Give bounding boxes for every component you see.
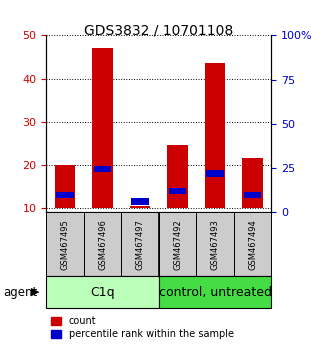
Text: GSM467497: GSM467497 (136, 219, 145, 270)
Text: GDS3832 / 10701108: GDS3832 / 10701108 (84, 23, 233, 37)
Bar (207, 170, 224, 177)
Bar (159, 276, 271, 308)
Bar (169, 188, 186, 194)
Bar (46, 276, 159, 308)
Text: GSM467496: GSM467496 (98, 219, 107, 270)
Text: agent: agent (3, 286, 37, 298)
Text: GSM467492: GSM467492 (173, 219, 182, 270)
Legend: count, percentile rank within the sample: count, percentile rank within the sample (51, 316, 234, 339)
Bar (234, 212, 271, 276)
Bar (92, 48, 113, 208)
Bar (159, 212, 196, 276)
Bar (130, 206, 150, 208)
Text: GSM467495: GSM467495 (61, 219, 70, 270)
Text: control, untreated: control, untreated (159, 286, 272, 298)
Bar (196, 212, 234, 276)
Bar (94, 166, 111, 172)
Text: ▶: ▶ (31, 287, 40, 297)
Bar (242, 159, 263, 208)
Bar (46, 212, 84, 276)
Bar (131, 198, 149, 205)
Bar (121, 212, 159, 276)
Text: GSM467494: GSM467494 (248, 219, 257, 270)
Bar (84, 212, 121, 276)
Bar (205, 63, 225, 208)
Bar (244, 192, 261, 198)
Text: GSM467493: GSM467493 (211, 219, 220, 270)
Text: C1q: C1q (90, 286, 115, 298)
Bar (55, 165, 75, 208)
Bar (167, 145, 188, 208)
Bar (56, 192, 74, 198)
